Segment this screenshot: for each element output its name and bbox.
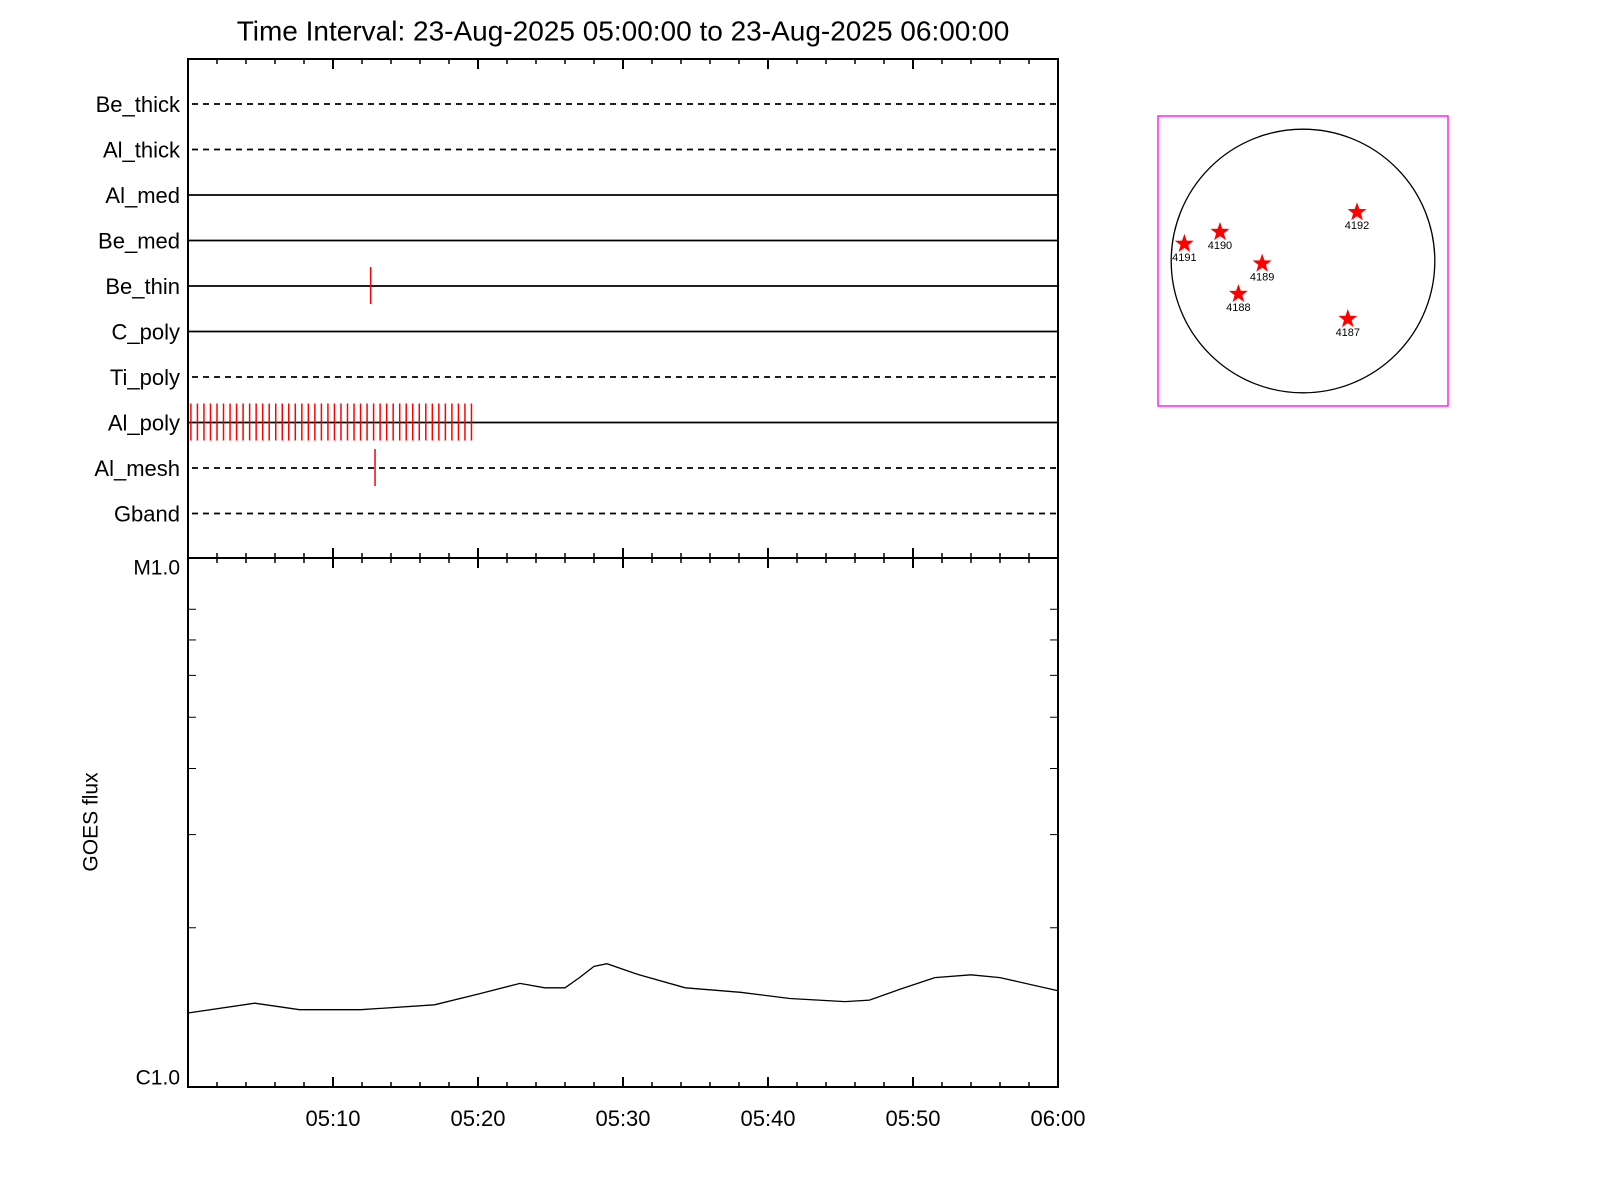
region-star [1228,284,1248,302]
row-label: Be_thin [105,274,180,299]
chart-title: Time Interval: 23-Aug-2025 05:00:00 to 2… [237,15,1010,46]
region-label: 4188 [1226,302,1250,314]
plot-frame [187,58,1059,559]
x-tick-label: 05:30 [595,1106,650,1131]
row-label: C_poly [112,319,180,344]
region-star [1347,202,1367,221]
row-label: Be_med [98,228,180,253]
x-tick-label: 05:10 [305,1106,360,1131]
region-label: 4190 [1208,240,1232,252]
row-label: Al_mesh [94,456,180,481]
x-tick-label: 06:00 [1030,1106,1085,1131]
row-label: Be_thick [96,92,181,117]
region-label: 4192 [1345,220,1369,232]
region-label: 4187 [1336,327,1360,339]
solar-disk [1170,128,1436,394]
y-axis-label: GOES flux [80,772,103,872]
y-tick-label: M1.0 [133,557,180,580]
row-label: Ti_poly [110,365,180,390]
region-star [1338,309,1358,328]
region-label: 4191 [1172,252,1196,264]
flux-line [187,963,1059,1014]
y-tick-label: C1.0 [136,1067,180,1090]
row-label: Al_poly [108,410,180,435]
row-label: Gband [114,501,180,526]
row-label: Al_med [105,183,180,208]
plot-frame [187,557,1059,1088]
region-star [1252,253,1272,272]
region-label: 4189 [1250,272,1274,284]
region-star [1210,222,1230,241]
disk-frame [1157,115,1449,407]
x-tick-label: 05:20 [450,1106,505,1131]
row-label: Al_thick [103,137,181,162]
region-star [1174,233,1194,252]
x-tick-label: 05:50 [885,1106,940,1131]
x-tick-label: 05:40 [740,1106,795,1131]
